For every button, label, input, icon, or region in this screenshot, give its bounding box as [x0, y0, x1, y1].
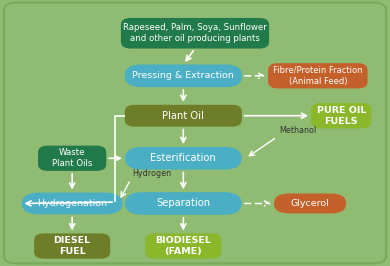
- FancyBboxPatch shape: [311, 103, 371, 128]
- Text: Rapeseed, Palm, Soya, Sunflower
and other oil producing plants: Rapeseed, Palm, Soya, Sunflower and othe…: [123, 23, 267, 43]
- Text: Fibre/Protein Fraction
(Animal Feed): Fibre/Protein Fraction (Animal Feed): [273, 66, 363, 86]
- FancyBboxPatch shape: [274, 194, 346, 213]
- Text: Glycerol: Glycerol: [291, 199, 330, 208]
- FancyBboxPatch shape: [21, 193, 123, 214]
- Text: PURE OIL
FUELS: PURE OIL FUELS: [317, 106, 366, 126]
- Text: Esterification: Esterification: [151, 153, 216, 163]
- FancyBboxPatch shape: [34, 234, 110, 259]
- FancyBboxPatch shape: [268, 63, 367, 88]
- Text: Hydrogen: Hydrogen: [133, 169, 172, 178]
- FancyBboxPatch shape: [125, 147, 242, 170]
- FancyBboxPatch shape: [125, 192, 242, 215]
- Text: Waste
Plant Oils: Waste Plant Oils: [52, 148, 92, 168]
- FancyBboxPatch shape: [145, 234, 221, 259]
- FancyBboxPatch shape: [125, 65, 242, 87]
- Text: Separation: Separation: [156, 198, 210, 209]
- Text: Pressing & Extraction: Pressing & Extraction: [133, 71, 234, 80]
- Text: DIESEL
FUEL: DIESEL FUEL: [53, 236, 91, 256]
- FancyBboxPatch shape: [4, 3, 386, 263]
- Text: Methanol: Methanol: [279, 126, 316, 135]
- FancyBboxPatch shape: [38, 146, 106, 171]
- Text: BIODIESEL
(FAME): BIODIESEL (FAME): [155, 236, 211, 256]
- Text: Plant Oil: Plant Oil: [162, 111, 204, 121]
- FancyBboxPatch shape: [121, 18, 269, 48]
- Text: Hydrogenation: Hydrogenation: [37, 199, 107, 208]
- FancyBboxPatch shape: [125, 105, 242, 127]
